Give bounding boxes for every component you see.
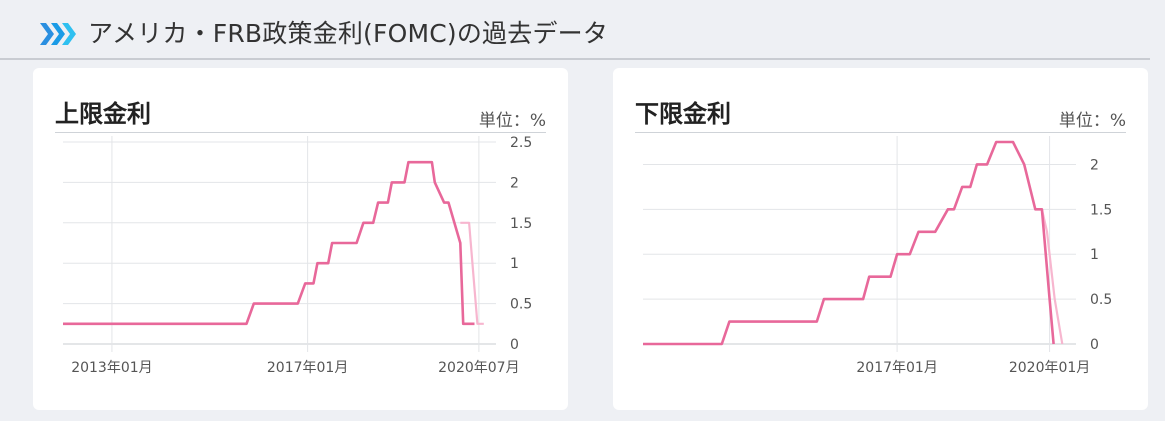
projection-series-line (1040, 209, 1064, 345)
chart-title: 上限金利 (55, 100, 151, 128)
rate-series-line (63, 160, 475, 326)
x-tick-label: 2013年01月 (71, 360, 152, 376)
y-tick-label: 2.5 (510, 135, 532, 151)
lower-rate-chart-card: 下限金利 単位：% 0 0.5 1 1.5 2 2017年01月 2020年01月 (613, 68, 1148, 410)
x-tick-label: 2020年07月 (438, 360, 519, 376)
y-tick-label: 0 (510, 337, 519, 353)
upper-rate-chart-card: 上限金利 単位：% 0 0.5 1 1.5 2 2.5 2013年01月 2017年01月 20… (33, 68, 568, 410)
unit-label: 単位：% (1058, 111, 1126, 131)
triple-chevron-right-icon (40, 23, 76, 45)
y-tick-label: 1.5 (510, 216, 532, 232)
x-tick-label: 2017年01月 (267, 360, 348, 376)
title-divider (55, 132, 546, 133)
upper-rate-line-chart: 0 0.5 1 1.5 2 2.5 2013年01月 2017年01月 2020年07月 (63, 135, 532, 376)
y-tick-label: 1 (1090, 247, 1099, 263)
unit-label: 単位：% (478, 111, 546, 131)
page-header: アメリカ・FRB政策金利(FOMC)の過去データ (0, 0, 1150, 60)
y-tick-label: 0 (1090, 337, 1099, 353)
lower-rate-line-chart: 0 0.5 1 1.5 2 2017年01月 2020年01月 (643, 136, 1112, 376)
x-tick-label: 2017年01月 (856, 360, 937, 376)
title-divider (635, 132, 1126, 133)
page-title: アメリカ・FRB政策金利(FOMC)の過去データ (88, 19, 609, 48)
rate-series-line (643, 140, 1055, 346)
x-tick-label: 2020年01月 (1009, 360, 1090, 376)
projection-series-line (460, 221, 484, 325)
chart-title: 下限金利 (635, 100, 731, 128)
y-tick-label: 1 (510, 256, 519, 272)
y-tick-label: 0.5 (510, 297, 532, 313)
y-tick-label: 2 (510, 175, 519, 191)
y-tick-label: 2 (1090, 157, 1099, 173)
y-tick-label: 1.5 (1090, 202, 1112, 218)
y-tick-label: 0.5 (1090, 292, 1112, 308)
